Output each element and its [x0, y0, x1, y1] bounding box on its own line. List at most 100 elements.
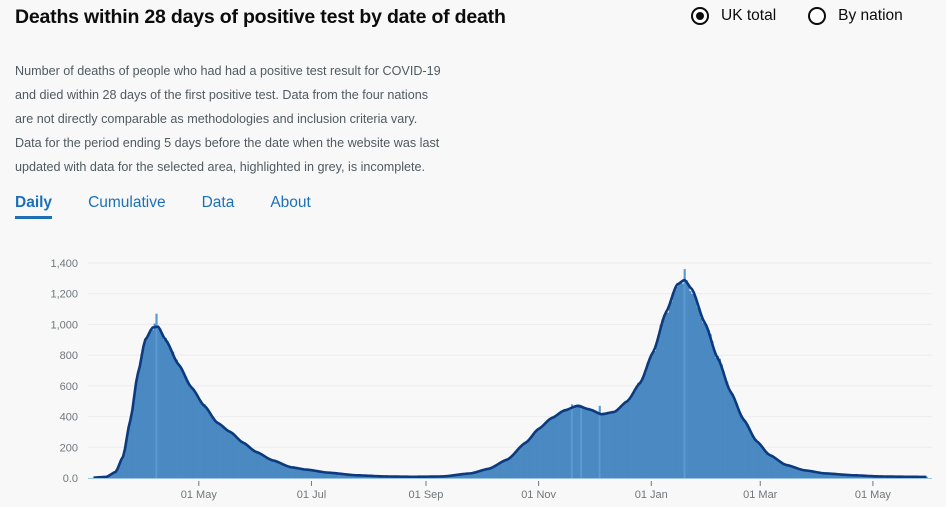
bar — [135, 380, 138, 478]
bar — [687, 284, 690, 478]
bar — [297, 468, 300, 478]
bar — [805, 470, 808, 478]
bar — [493, 466, 496, 478]
bar — [809, 470, 812, 478]
bar — [654, 351, 657, 478]
bar — [208, 412, 212, 478]
bar — [460, 474, 463, 478]
bar — [238, 439, 241, 478]
bar — [155, 313, 158, 478]
bar — [524, 441, 527, 478]
bar — [676, 286, 679, 478]
y-tick-label: 1,400 — [50, 258, 78, 270]
bar — [491, 467, 494, 478]
bar — [535, 431, 539, 478]
tab-cumulative[interactable]: Cumulative — [88, 194, 166, 211]
bar — [763, 449, 766, 478]
bar — [833, 473, 836, 478]
bar — [746, 424, 749, 478]
bar — [739, 413, 742, 478]
bar — [661, 319, 664, 478]
bar — [275, 461, 278, 478]
tab-data[interactable]: Data — [201, 194, 235, 211]
bar — [495, 465, 498, 478]
bar — [642, 375, 646, 478]
bar — [347, 474, 350, 478]
bar — [498, 462, 502, 478]
bar — [759, 444, 762, 478]
bar — [456, 474, 459, 478]
bar — [142, 348, 145, 478]
bar — [478, 471, 481, 478]
bar — [657, 336, 660, 478]
bar — [262, 455, 265, 478]
bar — [622, 403, 625, 478]
tab-about[interactable]: About — [270, 194, 311, 211]
bar — [258, 453, 262, 478]
bar — [234, 435, 238, 478]
bar — [753, 439, 756, 478]
bar — [463, 473, 467, 478]
tab-daily[interactable]: Daily — [15, 194, 53, 219]
bar — [153, 323, 156, 478]
bar — [842, 474, 845, 478]
bar — [644, 372, 648, 478]
bar — [715, 357, 718, 478]
bar — [124, 449, 127, 478]
bar — [596, 412, 599, 478]
bar — [615, 411, 618, 478]
bar — [515, 451, 518, 478]
bar — [149, 331, 153, 478]
bar — [659, 324, 662, 478]
bar — [702, 322, 705, 478]
bar — [847, 475, 851, 478]
bar — [720, 364, 723, 478]
bar — [757, 443, 760, 478]
bar — [519, 446, 522, 478]
bar — [159, 329, 162, 478]
bar — [256, 451, 260, 478]
bar — [750, 433, 753, 478]
bar — [109, 474, 112, 478]
bar — [330, 472, 334, 478]
bar — [190, 388, 193, 478]
bar — [602, 412, 605, 478]
bar — [545, 423, 548, 478]
y-axis: 0.0 200 400 600 800 1,000 1,200 1,400 — [50, 258, 78, 485]
bar — [266, 458, 269, 478]
bar — [694, 297, 697, 478]
x-tick-label: 01 Sep — [409, 489, 444, 501]
bar — [853, 475, 856, 478]
bar — [273, 460, 276, 478]
bar — [635, 386, 638, 478]
bar — [299, 468, 302, 478]
bar — [591, 409, 594, 478]
bar — [508, 458, 511, 478]
bar — [731, 394, 734, 478]
bar — [249, 448, 252, 478]
bar — [690, 293, 694, 478]
bar — [214, 421, 217, 478]
radio-unchecked-icon[interactable] — [808, 7, 827, 25]
bar — [781, 463, 784, 478]
radio-by-nation[interactable]: By nation — [808, 7, 903, 25]
bar — [227, 430, 230, 478]
bar — [665, 311, 668, 478]
bar — [306, 469, 310, 478]
radio-checked-icon[interactable] — [691, 7, 709, 25]
bar — [559, 410, 563, 478]
x-axis: 01 May 01 Jul 01 Sep 01 Nov 01 Jan 01 Mar 01 M… — [181, 481, 891, 501]
radio-uk-total[interactable]: UK total — [691, 7, 776, 25]
bar — [242, 443, 245, 478]
bar — [563, 408, 566, 478]
bar — [698, 307, 701, 478]
rolling-average-line — [93, 278, 927, 479]
bar — [316, 471, 319, 478]
bar — [567, 409, 570, 478]
bar — [170, 352, 173, 478]
bar — [129, 420, 132, 478]
bar — [641, 377, 644, 478]
bar — [822, 473, 825, 478]
bar — [532, 434, 535, 478]
